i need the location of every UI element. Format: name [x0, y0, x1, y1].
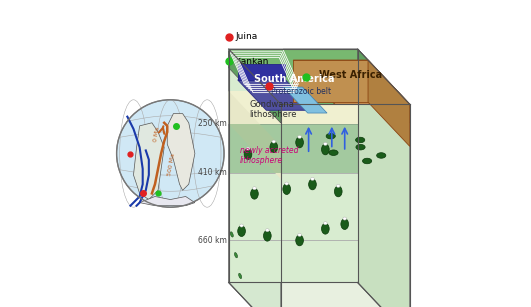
Ellipse shape	[323, 222, 327, 225]
Polygon shape	[229, 91, 281, 179]
Ellipse shape	[239, 224, 243, 227]
Text: 660 km: 660 km	[198, 236, 227, 245]
Text: newly accreted
lithosphere: newly accreted lithosphere	[240, 146, 298, 165]
Ellipse shape	[246, 147, 250, 150]
Ellipse shape	[329, 150, 338, 155]
Ellipse shape	[376, 153, 386, 158]
Text: South America: South America	[254, 74, 335, 84]
Text: Juina: Juina	[235, 32, 258, 41]
Ellipse shape	[244, 149, 252, 160]
Text: 500 Ma: 500 Ma	[167, 153, 176, 176]
Polygon shape	[229, 49, 281, 123]
Ellipse shape	[337, 185, 340, 188]
Polygon shape	[229, 49, 357, 282]
Polygon shape	[133, 123, 164, 200]
Ellipse shape	[322, 144, 329, 155]
Polygon shape	[140, 196, 195, 206]
Polygon shape	[293, 60, 368, 102]
Text: West Africa: West Africa	[319, 69, 382, 80]
Ellipse shape	[285, 182, 288, 185]
Ellipse shape	[343, 217, 347, 220]
Polygon shape	[283, 87, 327, 113]
Ellipse shape	[270, 142, 278, 153]
Polygon shape	[293, 60, 410, 104]
Ellipse shape	[296, 235, 303, 246]
Polygon shape	[238, 64, 286, 80]
Polygon shape	[229, 49, 281, 307]
Ellipse shape	[263, 230, 271, 241]
Ellipse shape	[341, 219, 348, 230]
Polygon shape	[357, 49, 410, 307]
Polygon shape	[167, 114, 195, 190]
Polygon shape	[229, 49, 410, 104]
Ellipse shape	[356, 137, 365, 143]
Text: Gondwana
lithosphere: Gondwana lithosphere	[250, 100, 297, 119]
Polygon shape	[229, 282, 410, 307]
Text: 410 km: 410 km	[199, 168, 227, 177]
Ellipse shape	[326, 133, 336, 139]
Ellipse shape	[283, 184, 290, 195]
Ellipse shape	[335, 186, 342, 197]
Ellipse shape	[363, 158, 372, 164]
Ellipse shape	[238, 226, 245, 236]
Ellipse shape	[266, 229, 269, 232]
Polygon shape	[229, 91, 357, 124]
Text: Kankan: Kankan	[235, 57, 269, 66]
Circle shape	[117, 100, 224, 207]
Polygon shape	[357, 49, 410, 123]
Ellipse shape	[322, 223, 329, 234]
Ellipse shape	[309, 179, 316, 190]
Polygon shape	[229, 124, 357, 173]
Polygon shape	[368, 60, 410, 146]
Text: Proterozoic belt: Proterozoic belt	[271, 87, 331, 96]
Ellipse shape	[238, 273, 242, 278]
Ellipse shape	[296, 137, 303, 148]
Text: 250 km: 250 km	[199, 119, 227, 128]
Ellipse shape	[253, 187, 256, 190]
Ellipse shape	[272, 140, 276, 143]
Polygon shape	[229, 49, 410, 104]
Polygon shape	[238, 80, 314, 110]
Ellipse shape	[298, 135, 302, 138]
Ellipse shape	[323, 142, 327, 146]
Ellipse shape	[251, 188, 258, 199]
Ellipse shape	[230, 232, 233, 237]
Ellipse shape	[298, 233, 302, 236]
Ellipse shape	[311, 177, 314, 181]
Ellipse shape	[356, 144, 365, 150]
Text: 0 Ma: 0 Ma	[153, 126, 161, 142]
Polygon shape	[229, 49, 357, 68]
Ellipse shape	[235, 253, 237, 258]
